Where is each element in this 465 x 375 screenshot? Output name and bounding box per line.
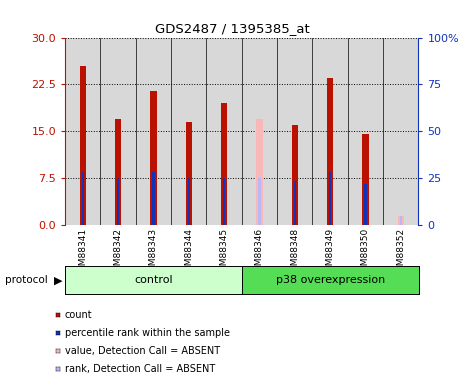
Text: rank, Detection Call = ABSENT: rank, Detection Call = ABSENT: [65, 364, 215, 374]
Bar: [398, 216, 404, 225]
Bar: [186, 122, 192, 225]
Bar: [364, 184, 367, 225]
Bar: [100, 38, 136, 225]
Bar: [399, 216, 402, 225]
Bar: [136, 38, 171, 225]
Bar: [362, 134, 369, 225]
Bar: [206, 38, 242, 225]
Bar: [327, 78, 333, 225]
Bar: [117, 178, 120, 225]
Bar: [223, 178, 226, 225]
Text: control: control: [134, 275, 173, 285]
Text: value, Detection Call = ABSENT: value, Detection Call = ABSENT: [65, 346, 220, 356]
Text: count: count: [65, 310, 93, 320]
Text: percentile rank within the sample: percentile rank within the sample: [65, 328, 230, 338]
Bar: [292, 125, 298, 225]
Bar: [152, 172, 155, 225]
Bar: [150, 91, 157, 225]
Bar: [258, 178, 261, 225]
Bar: [383, 38, 418, 225]
Bar: [65, 38, 100, 225]
Text: ▶: ▶: [53, 275, 62, 285]
Bar: [312, 38, 348, 225]
Bar: [348, 38, 383, 225]
Text: protocol: protocol: [5, 275, 47, 285]
Bar: [221, 103, 227, 225]
Bar: [293, 181, 296, 225]
Bar: [81, 172, 84, 225]
Text: p38 overexpression: p38 overexpression: [276, 275, 385, 285]
Bar: [256, 119, 263, 225]
Text: GDS2487 / 1395385_at: GDS2487 / 1395385_at: [155, 22, 310, 36]
Bar: [171, 38, 206, 225]
Bar: [80, 66, 86, 225]
Bar: [115, 119, 121, 225]
Bar: [277, 38, 312, 225]
Bar: [329, 172, 332, 225]
Bar: [187, 178, 190, 225]
Bar: [242, 38, 277, 225]
